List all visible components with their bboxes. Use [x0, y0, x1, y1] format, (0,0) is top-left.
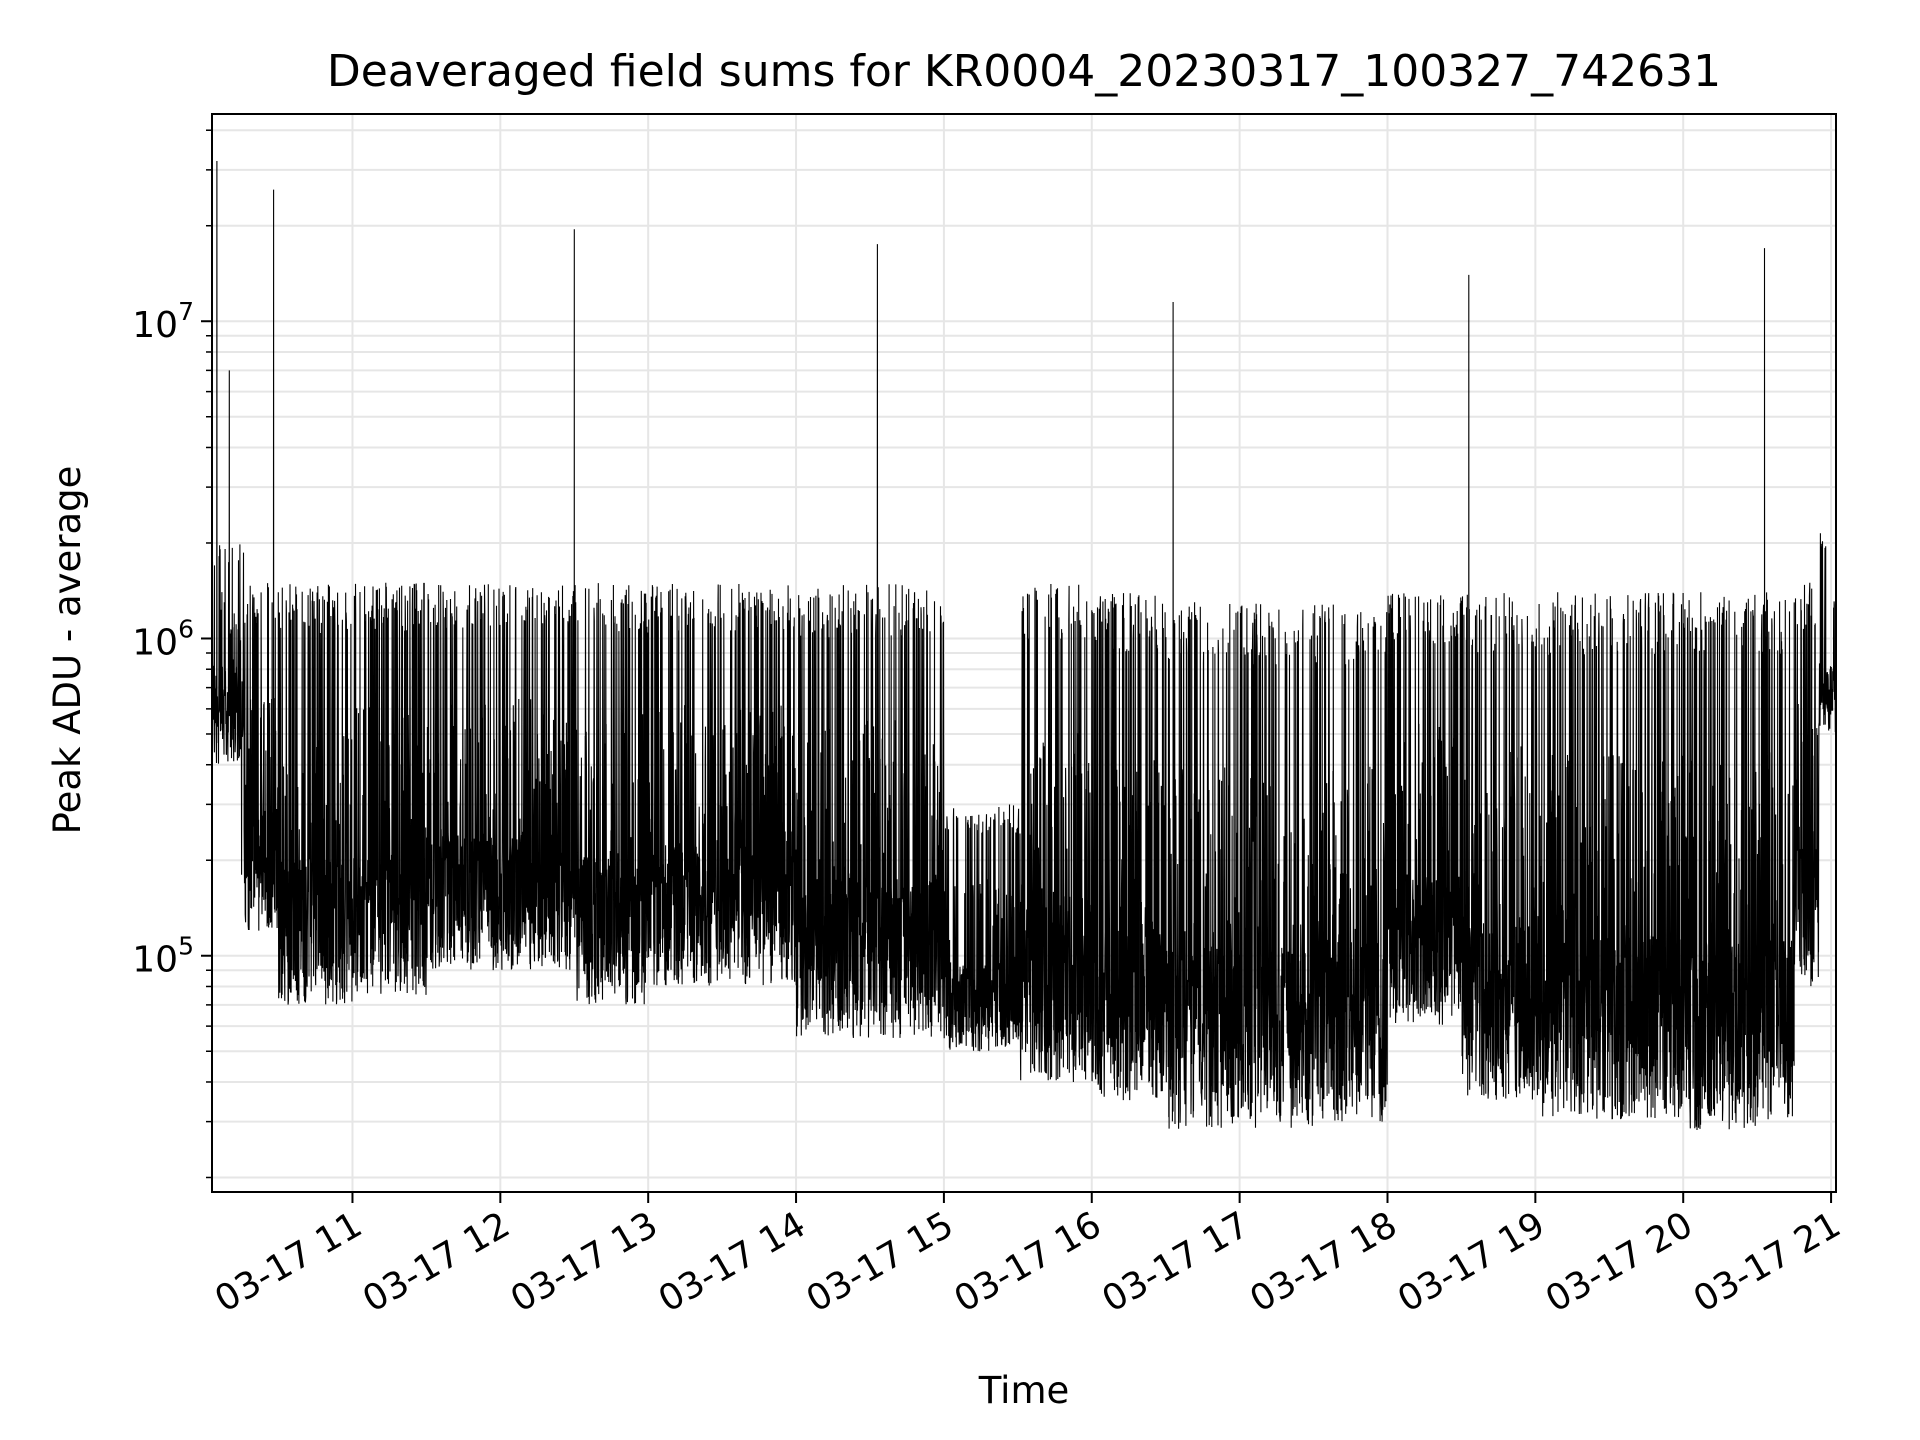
x-axis-label: Time	[978, 1369, 1070, 1412]
y-tick-label: 107	[132, 297, 194, 346]
series-line	[211, 160, 1837, 1131]
y-tick-label: 106	[132, 614, 194, 663]
y-tick-label: 105	[132, 932, 194, 981]
chart-title: Deaveraged field sums for KR0004_2023031…	[327, 46, 1721, 97]
y-axis-label: Peak ADU - average	[46, 466, 89, 835]
y-axis: 105 106 107	[132, 129, 212, 1179]
series-path	[211, 160, 1837, 1131]
